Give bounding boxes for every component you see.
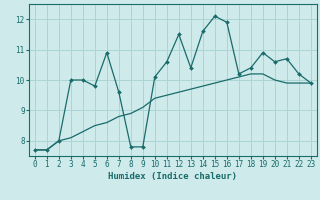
X-axis label: Humidex (Indice chaleur): Humidex (Indice chaleur)	[108, 172, 237, 181]
